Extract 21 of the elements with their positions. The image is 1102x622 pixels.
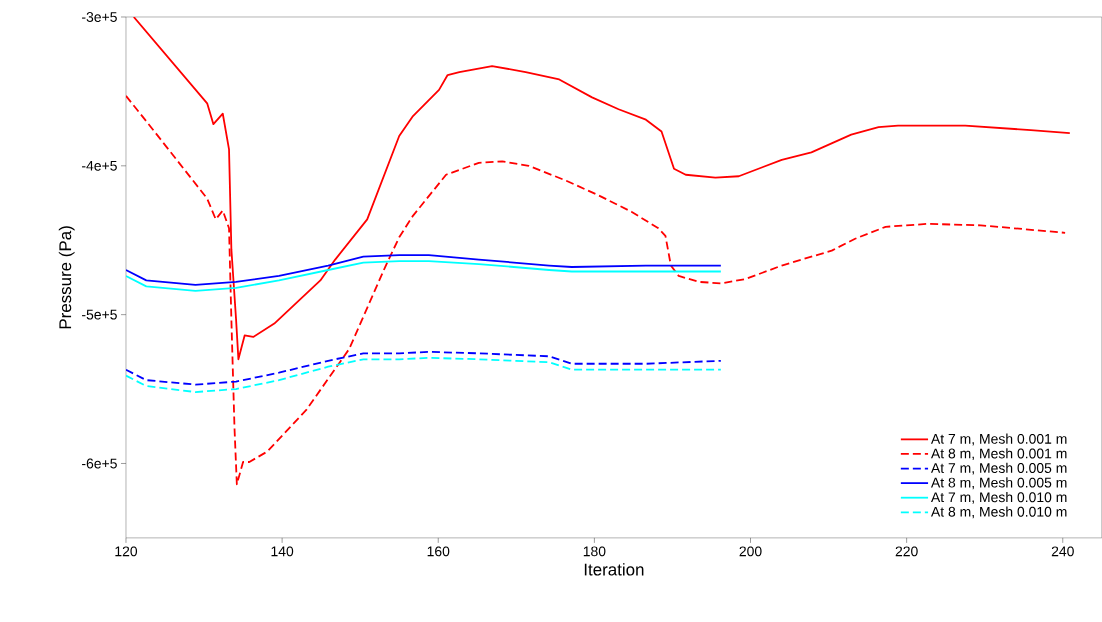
legend-label: At 7 m, Mesh 0.001 m — [930, 433, 1067, 446]
x-tick-label: 240 — [1051, 546, 1074, 557]
x-tick-label: 220 — [895, 546, 918, 557]
legend-label: At 8 m, Mesh 0.005 m — [930, 477, 1067, 490]
x-tick-label: 120 — [115, 546, 138, 557]
line-series — [125, 254, 722, 286]
legend-label: At 8 m, Mesh 0.010 m — [930, 506, 1067, 519]
x-tick-label: 200 — [739, 546, 762, 557]
y-tick-label: -3e+5 — [82, 12, 117, 22]
x-tick-label: 160 — [427, 546, 450, 557]
x-axis-title: Iteration — [584, 563, 644, 576]
y-axis-title: Pressure (Pa) — [58, 226, 75, 329]
legend-label: At 7 m, Mesh 0.005 m — [930, 462, 1067, 475]
y-tick-label: -5e+5 — [82, 309, 117, 320]
x-tick-label: 180 — [583, 546, 606, 557]
y-tick-label: -4e+5 — [82, 161, 117, 171]
legend-label: At 8 m, Mesh 0.001 m — [930, 448, 1067, 461]
line-series — [125, 351, 722, 386]
x-tick-label: 140 — [271, 546, 294, 557]
y-tick-label: -6e+5 — [82, 458, 117, 469]
legend-label: At 7 m, Mesh 0.010 m — [930, 491, 1067, 504]
